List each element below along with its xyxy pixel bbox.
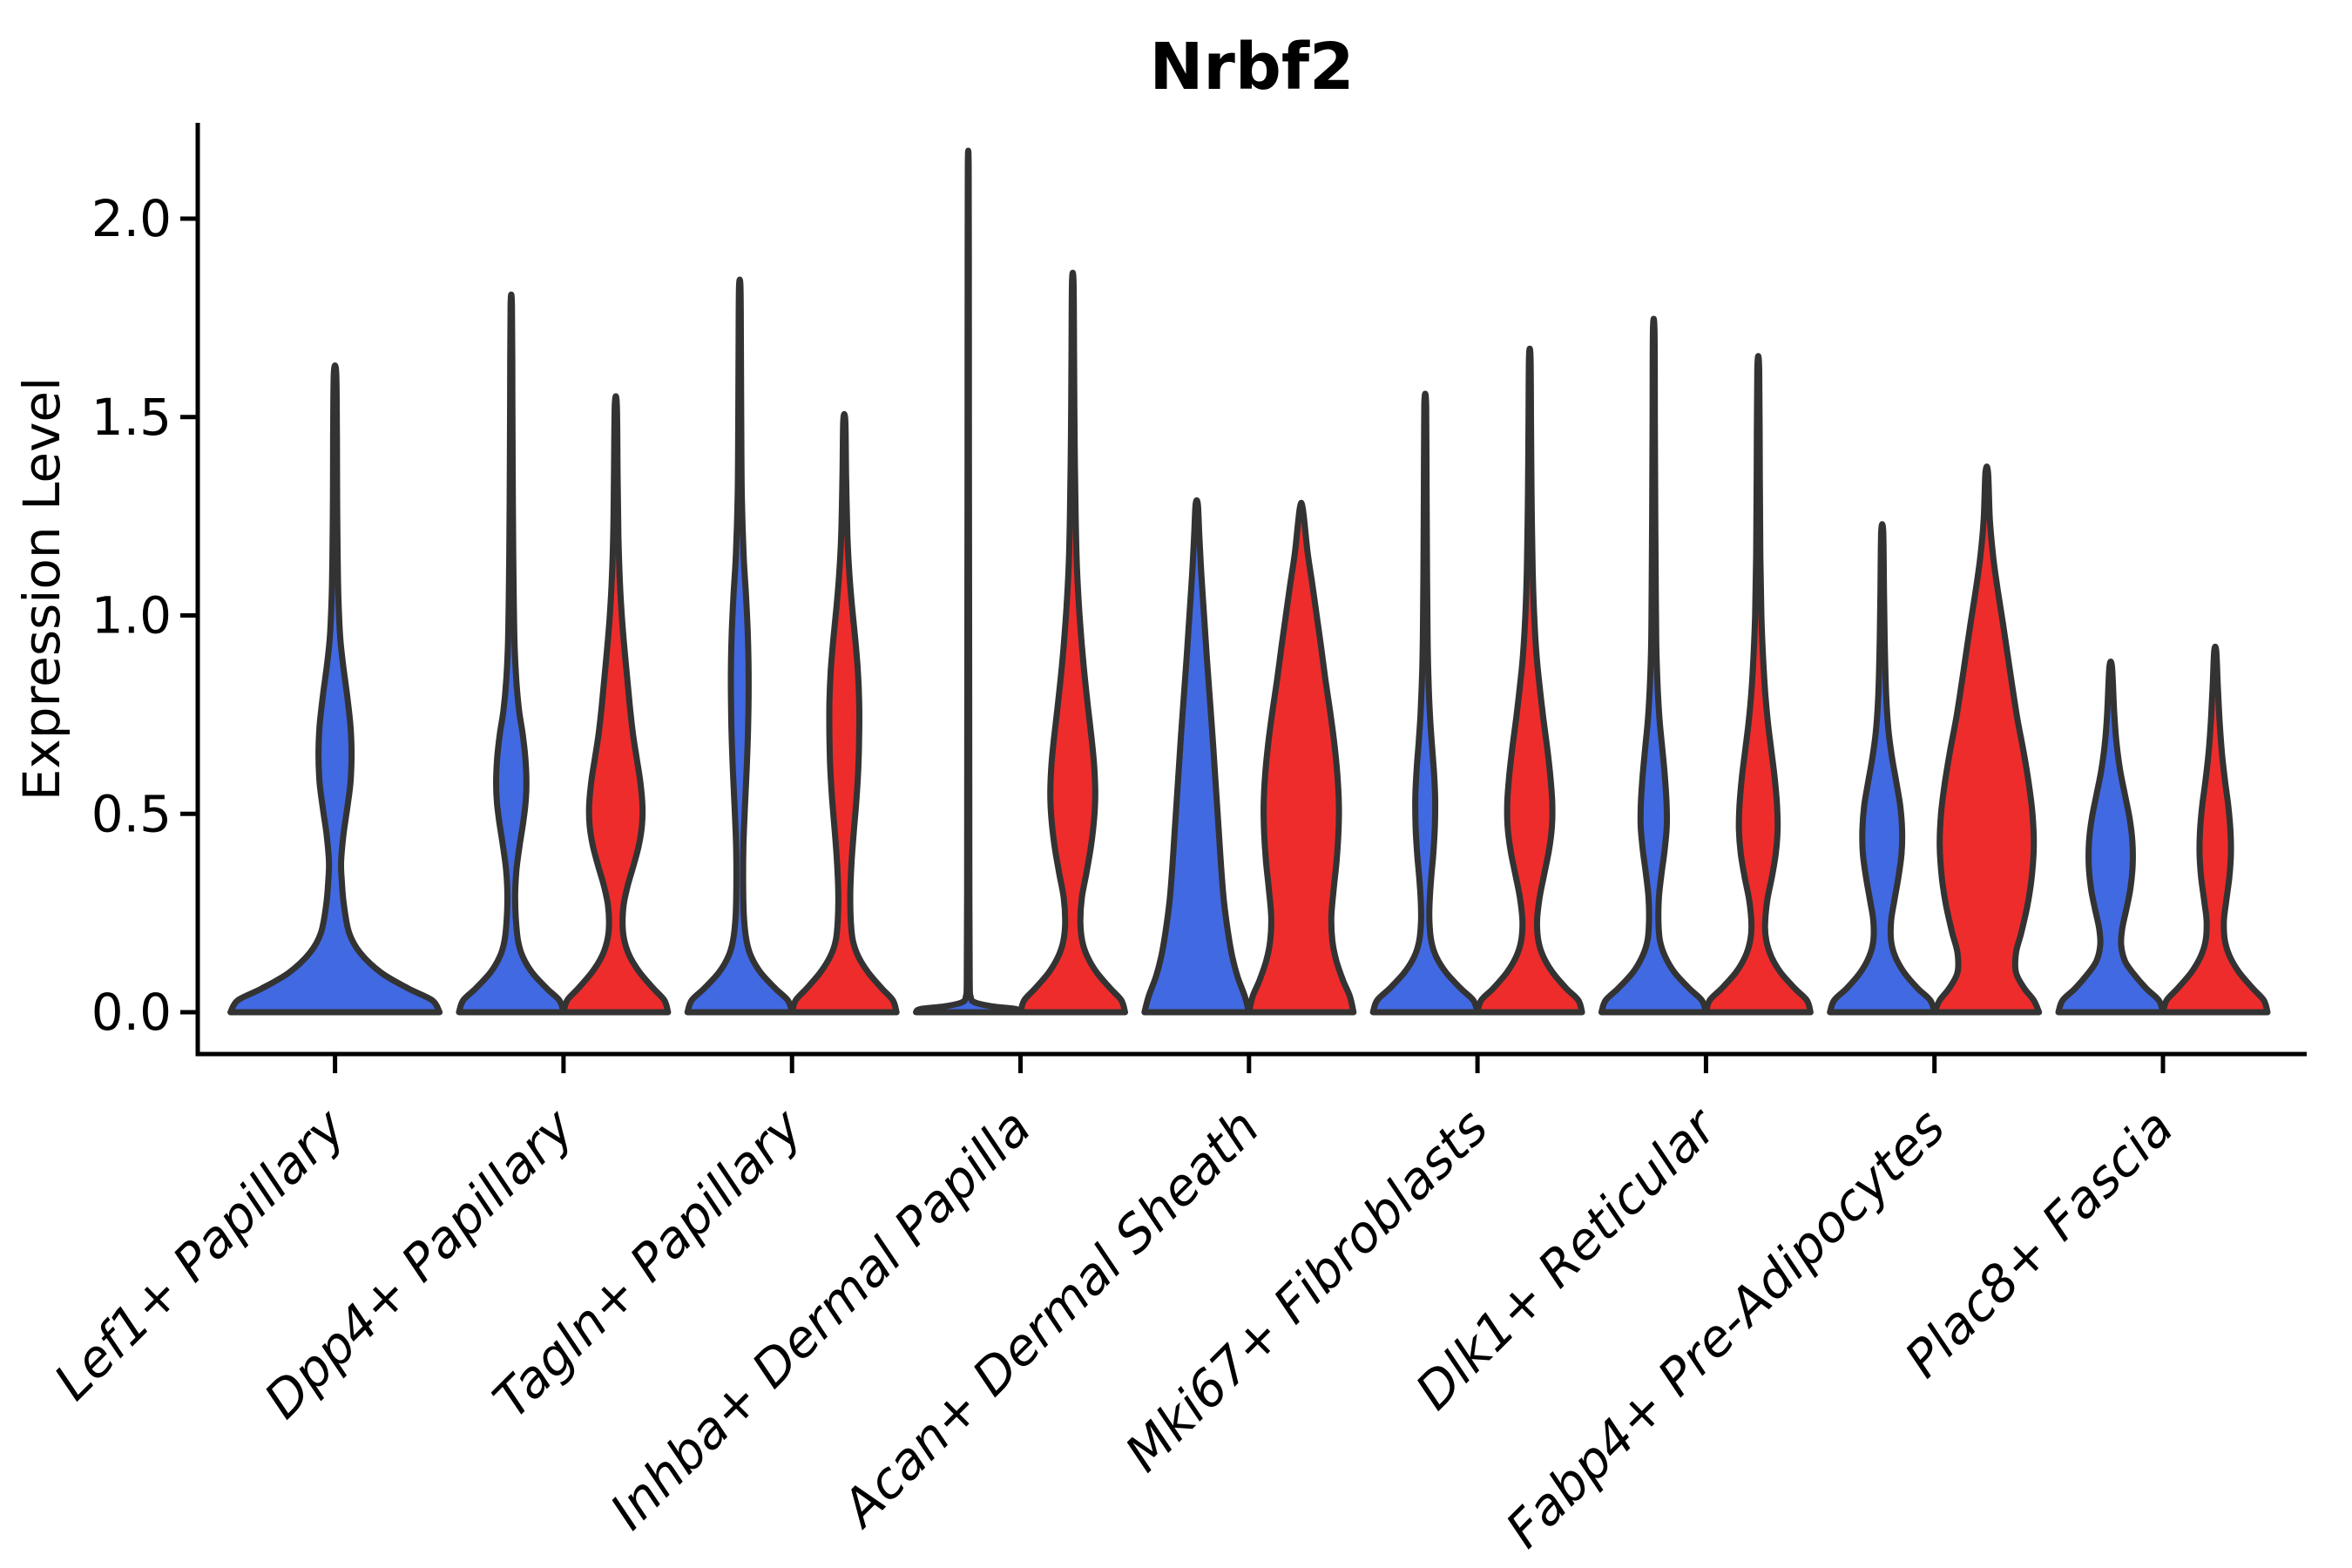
y-axis-label: Expression Level (12, 377, 71, 801)
violin-dlk1-reticular-blue (1598, 315, 1709, 1016)
violin-mki67-fibroblasts-blue (1369, 390, 1481, 1016)
axes (180, 123, 2307, 1073)
violin-plac8-fascia-red (2159, 643, 2271, 1016)
violin-fabp4-pre-adipocytes-red (1931, 463, 2043, 1016)
violin-lef1-papillary-blue (227, 362, 443, 1016)
violin-acan-dermal-sheath-blue (1141, 497, 1253, 1016)
y-tick-label: 1.5 (91, 388, 172, 447)
x-tick-label: Fabp4+ Pre-Adipocytes (1495, 1098, 1957, 1559)
violin-inhba-dermal-papilla-red (1017, 269, 1128, 1016)
violin-inhba-dermal-papilla-blue (913, 147, 1024, 1016)
violins (227, 147, 2271, 1016)
y-tick-label: 0.0 (91, 983, 172, 1042)
violin-dpp4-papillary-blue (456, 291, 567, 1016)
violin-dlk1-reticular-red (1702, 353, 1814, 1016)
x-tick-label: Acan+ Dermal Sheath (828, 1098, 1271, 1540)
y-tick-label: 2.0 (91, 189, 172, 248)
violin-acan-dermal-sheath-red (1246, 499, 1357, 1016)
y-tick-label: 1.0 (91, 586, 172, 645)
violin-mki67-fibroblasts-red (1474, 345, 1585, 1016)
violin-dpp4-papillary-red (560, 393, 672, 1016)
x-tick-label: Inhba+ Dermal Papilla (598, 1098, 1042, 1541)
violin-fabp4-pre-adipocytes-blue (1827, 521, 1938, 1016)
violin-plac8-fascia-blue (2055, 658, 2166, 1016)
y-tick-label: 0.5 (91, 784, 172, 843)
violin-tagln-papillary-red (788, 410, 900, 1016)
plot-title: Nrbf2 (1149, 30, 1354, 105)
violin-tagln-papillary-blue (684, 276, 795, 1016)
